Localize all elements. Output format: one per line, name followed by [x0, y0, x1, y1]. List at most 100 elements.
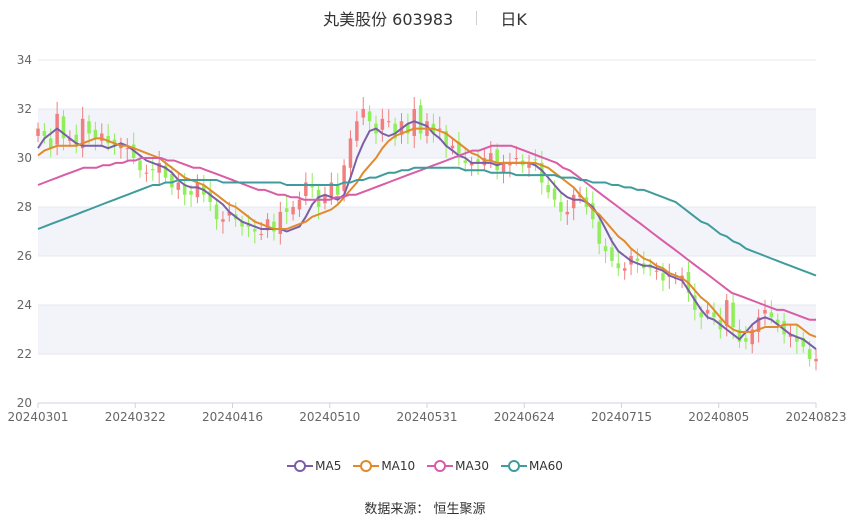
- candle-body: [36, 128, 40, 136]
- legend-item-ma10[interactable]: MA10: [353, 458, 415, 473]
- candle-body: [138, 160, 142, 171]
- candle-body: [724, 300, 729, 326]
- chart-title: 丸美股份 603983: [323, 10, 454, 29]
- candle-body: [227, 211, 232, 216]
- candle-body: [552, 188, 557, 200]
- candle-body: [610, 247, 614, 261]
- legend-label: MA30: [455, 458, 490, 473]
- ma-line-ma5: [37, 120, 817, 350]
- legend-item-ma5[interactable]: MA5: [287, 458, 341, 473]
- candle-body: [329, 182, 334, 198]
- candle-body: [603, 246, 608, 252]
- candle-body: [393, 123, 397, 139]
- candle-body: [412, 109, 416, 136]
- grid-band: [38, 305, 816, 354]
- candle-body: [119, 145, 123, 149]
- candle-body: [559, 202, 563, 212]
- y-tick-label: 34: [17, 53, 32, 67]
- candle-body: [291, 207, 295, 215]
- candle-body: [546, 184, 550, 193]
- candle-body: [782, 320, 786, 335]
- candle-body: [406, 123, 410, 134]
- legend-marker: [353, 459, 380, 472]
- grid-band: [38, 207, 816, 256]
- candle-body: [693, 295, 697, 310]
- candle-body: [591, 203, 595, 220]
- candle-body: [240, 221, 244, 227]
- x-tick-label: 20240823: [785, 410, 846, 424]
- chart-period-tab[interactable]: 日K: [500, 10, 527, 29]
- candle-body: [712, 312, 716, 318]
- candle-body: [195, 182, 200, 198]
- candle-body: [367, 111, 372, 122]
- candle-body: [182, 184, 187, 195]
- candle-body: [348, 138, 353, 168]
- candle-body: [80, 118, 85, 149]
- candle-body: [705, 309, 710, 314]
- candle-body: [106, 135, 110, 144]
- candle-body: [597, 221, 601, 244]
- candle-body: [163, 165, 168, 178]
- candle-body: [151, 169, 155, 171]
- candle-body: [661, 273, 665, 281]
- candle-body: [297, 199, 302, 210]
- candle-body: [489, 153, 493, 161]
- candle-body: [208, 191, 212, 203]
- legend-item-ma60[interactable]: MA60: [501, 458, 563, 473]
- candle-body: [189, 191, 193, 195]
- candle-body: [125, 148, 130, 150]
- x-tick-label: 20240531: [396, 410, 457, 424]
- y-tick-label: 20: [17, 396, 32, 410]
- candle-body: [654, 270, 659, 272]
- candle-body: [342, 165, 346, 192]
- candle-body: [418, 105, 423, 134]
- candle-body: [763, 309, 767, 314]
- candle-body: [737, 329, 742, 342]
- y-tick-label: 28: [17, 200, 32, 214]
- ma-line-ma60: [37, 166, 817, 277]
- candle-body: [304, 182, 308, 196]
- candle-body: [495, 149, 499, 171]
- candle-body: [756, 317, 761, 332]
- candle-body: [457, 142, 461, 158]
- candle-body: [731, 302, 735, 328]
- x-tick-label: 20240322: [105, 410, 166, 424]
- candle-body: [265, 219, 270, 231]
- candle-body: [214, 204, 219, 220]
- x-tick-label: 20240715: [591, 410, 652, 424]
- candle-body: [699, 312, 703, 318]
- chart-title-row: 丸美股份 603983 日K: [0, 6, 850, 29]
- candle-body: [540, 162, 544, 183]
- y-tick-label: 24: [17, 298, 32, 312]
- ma-line-ma10: [37, 127, 817, 338]
- candle-body: [157, 162, 161, 173]
- data-source-note: 数据来源： 恒生聚源: [364, 502, 486, 517]
- candle-body: [775, 319, 780, 325]
- candle-body: [814, 358, 818, 362]
- candle-body: [221, 219, 225, 222]
- candle-body: [310, 184, 314, 188]
- candle-body: [278, 211, 283, 234]
- candle-body: [380, 118, 385, 130]
- candlestick-chart: 20 22 24 26 28 30 32 34 20240301 20240322 20240416…: [7, 53, 846, 424]
- candle-body: [284, 208, 289, 212]
- candle-body: [93, 129, 98, 139]
- x-tick-label: 20240416: [202, 410, 263, 424]
- candle-body: [744, 338, 748, 342]
- candle-body: [170, 173, 174, 188]
- candle-body: [501, 162, 506, 173]
- candle-body: [508, 162, 512, 166]
- candle-body: [253, 229, 257, 232]
- legend-item-ma30[interactable]: MA30: [427, 458, 489, 473]
- candle-body: [801, 338, 805, 347]
- candle-body: [795, 336, 799, 342]
- candle-body: [533, 159, 538, 161]
- y-tick-label: 22: [17, 347, 32, 361]
- candle-body: [272, 221, 276, 232]
- chart-legend: MA5 MA10 MA30 MA60: [0, 458, 850, 473]
- candle-body: [100, 133, 104, 141]
- y-tick-label: 30: [17, 151, 32, 165]
- candle-body: [176, 182, 181, 190]
- candle-body: [527, 162, 531, 168]
- x-tick-label: 20240510: [299, 410, 360, 424]
